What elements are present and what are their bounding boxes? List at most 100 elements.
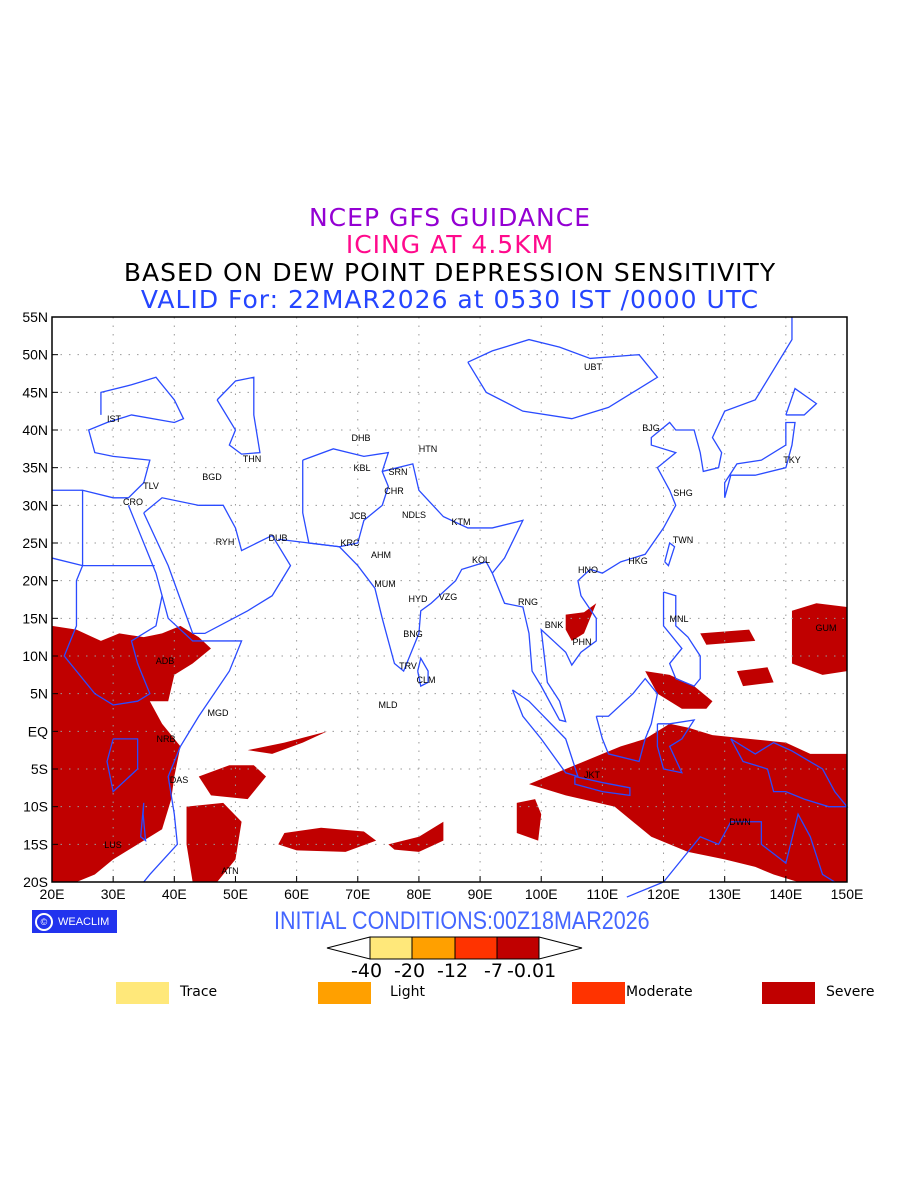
city-label-mum: MUM xyxy=(374,579,396,589)
coastline-border xyxy=(664,541,676,567)
city-label-bjg: BJG xyxy=(642,423,660,433)
city-label-dwn: DWN xyxy=(729,817,751,827)
lat-tick-label: 30N xyxy=(22,497,48,513)
lon-tick-label: 40E xyxy=(162,886,187,902)
severe-icing-area xyxy=(186,802,242,882)
colorbar-label: -7 xyxy=(484,960,503,982)
severe-icing-area xyxy=(700,629,756,645)
legend-label-trace: Trace xyxy=(180,984,218,1000)
city-label-tlv: TLV xyxy=(143,481,159,491)
city-label-ubt: UBT xyxy=(584,362,603,372)
colorbar-trace xyxy=(369,936,413,960)
city-label-chr: CHR xyxy=(384,486,404,496)
coastline-border xyxy=(785,387,818,416)
coastline-border xyxy=(595,677,659,763)
lon-tick-label: 80E xyxy=(406,886,431,902)
lon-tick-label: 50E xyxy=(223,886,248,902)
city-label-nrb: NRB xyxy=(156,734,175,744)
colorbar-moderate xyxy=(454,936,498,960)
coastline-border xyxy=(52,376,185,499)
coastline-border xyxy=(278,317,793,723)
coastline-border xyxy=(106,738,139,793)
legend-swatch-moderate xyxy=(572,982,625,1004)
city-label-ist: IST xyxy=(107,414,122,424)
city-label-gum: GUM xyxy=(816,623,837,633)
lon-tick-label: 30E xyxy=(101,886,126,902)
city-label-jkt: JKT xyxy=(584,770,601,780)
city-label-shg: SHG xyxy=(673,488,693,498)
city-label-mnl: MNL xyxy=(669,614,688,624)
city-label-dub: DUB xyxy=(268,533,287,543)
lat-tick-label: 10N xyxy=(22,648,48,664)
lat-tick-label: 25N xyxy=(22,535,48,551)
colorbar-label: -20 xyxy=(394,960,426,982)
city-label-phn: PHN xyxy=(572,637,591,647)
legend-label-light: Light xyxy=(390,984,425,1000)
lon-tick-label: 20E xyxy=(40,886,65,902)
colorbar-label: -40 xyxy=(351,960,383,982)
severe-icing-area xyxy=(278,827,377,852)
city-label-hno: HNO xyxy=(578,565,598,575)
city-label-ndls: NDLS xyxy=(402,510,426,520)
city-label-kbl: KBL xyxy=(353,463,370,473)
severe-icing-area xyxy=(791,603,847,675)
lon-tick-label: 130E xyxy=(708,886,741,902)
lat-tick-label: 50N xyxy=(22,347,48,363)
lat-tick-label: 10S xyxy=(23,799,48,815)
city-label-jcb: JCB xyxy=(349,511,366,521)
initial-conditions: INITIAL CONDITIONS:00Z18MAR2026 xyxy=(274,907,650,935)
colorbar-label: -0.01 xyxy=(507,960,557,982)
lat-tick-label: 45N xyxy=(22,384,48,400)
city-label-mgd: MGD xyxy=(208,708,229,718)
map-frame xyxy=(51,316,848,883)
city-label-adb: ADB xyxy=(156,656,175,666)
lon-tick-label: 60E xyxy=(284,886,309,902)
city-label-atn: ATN xyxy=(221,866,238,876)
colorbar-upper-arrow xyxy=(538,936,583,960)
legend-swatch-trace xyxy=(116,982,169,1004)
city-label-ktm: KTM xyxy=(452,517,471,527)
city-label-ahm: AHM xyxy=(371,550,391,560)
legend-swatch-light xyxy=(318,982,371,1004)
city-label-htn: HTN xyxy=(419,444,438,454)
coastline-border xyxy=(574,775,631,797)
city-label-tky: TKY xyxy=(783,455,801,465)
coastline-border xyxy=(302,448,390,548)
city-label-kol: KOL xyxy=(472,555,490,565)
city-label-cro: CRO xyxy=(123,497,143,507)
city-label-bgd: BGD xyxy=(202,472,222,482)
city-label-ryh: RYH xyxy=(216,537,235,547)
city-label-hkg: HKG xyxy=(628,556,648,566)
severe-icing-area xyxy=(247,731,328,754)
lat-tick-label: 40N xyxy=(22,422,48,438)
severe-icing-area xyxy=(388,821,444,852)
coastline-border xyxy=(511,689,579,778)
legend-label-moderate: Moderate xyxy=(626,984,693,1000)
city-label-bng: BNG xyxy=(403,629,423,639)
colorbar xyxy=(326,936,583,960)
severe-icing-area xyxy=(516,799,542,841)
lat-tick-label: EQ xyxy=(28,723,48,739)
lon-tick-label: 90E xyxy=(468,886,493,902)
lat-tick-label: 35N xyxy=(22,460,48,476)
city-label-srn: SRN xyxy=(388,467,407,477)
coastline-border xyxy=(63,490,163,706)
city-label-lus: LUS xyxy=(104,840,122,850)
city-label-rng: RNG xyxy=(518,597,538,607)
coastline-border xyxy=(730,738,849,808)
city-label-trv: TRV xyxy=(399,661,417,671)
weaclim-logo: © WEACLIM xyxy=(32,910,117,933)
coastline-border xyxy=(724,421,796,498)
colorbar-light xyxy=(411,936,456,960)
lon-tick-label: 110E xyxy=(587,886,619,902)
coastline-border xyxy=(143,497,292,635)
severe-icing-area xyxy=(645,671,713,709)
lat-tick-label: 15N xyxy=(22,610,48,626)
lat-tick-label: 20N xyxy=(22,573,48,589)
coastline-border xyxy=(662,591,701,687)
legend-swatch-severe xyxy=(762,982,815,1004)
severe-icing-area xyxy=(198,765,267,800)
lat-tick-label: 55N xyxy=(22,309,48,325)
coastline-border xyxy=(216,376,261,455)
severe-icing-area xyxy=(736,667,774,687)
